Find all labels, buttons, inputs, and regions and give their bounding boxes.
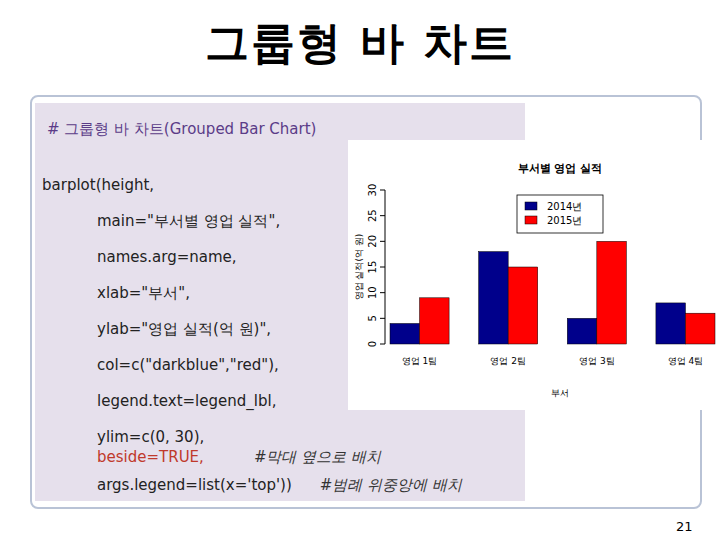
y-tick xyxy=(380,318,385,319)
code-text: col=c("darkblue","red"), xyxy=(97,356,279,374)
code-line: ylim=c(0, 30), xyxy=(97,428,204,446)
y-tick-label: 5 xyxy=(367,315,378,321)
y-tick-label: 30 xyxy=(367,184,378,197)
legend: 2014년 2015년 xyxy=(517,195,603,233)
code-line: main="부서별 영업 실적", xyxy=(97,212,280,231)
bar xyxy=(567,318,597,344)
code-text: legend.text=legend_lbl, xyxy=(97,392,276,410)
code-comment: #범례 위중앙에 배치 xyxy=(320,476,462,494)
bar xyxy=(685,313,715,344)
chart-bg xyxy=(348,140,720,410)
code-text: ylim=c(0, 30), xyxy=(97,428,204,446)
bar xyxy=(508,267,538,344)
y-tick xyxy=(380,215,385,216)
code-text: main="부서별 영업 실적", xyxy=(97,212,280,230)
code-line: col=c("darkblue","red"), xyxy=(97,356,279,374)
code-text: barplot(height, xyxy=(42,176,154,194)
code-line: legend.text=legend_lbl, xyxy=(97,392,276,410)
code-line: # 그룹형 바 차트(Grouped Bar Chart) xyxy=(47,120,316,139)
bar xyxy=(479,252,509,344)
code-text: names.arg=name, xyxy=(97,248,237,266)
y-tick-label: 0 xyxy=(367,341,378,347)
y-tick xyxy=(380,190,385,191)
legend-label: 2014년 xyxy=(547,201,582,212)
y-tick-label: 15 xyxy=(367,261,378,274)
y-tick xyxy=(380,344,385,345)
x-axis-label: 부서 xyxy=(551,388,569,398)
code-line: names.arg=name, xyxy=(97,248,237,266)
y-axis-label: 영업 실적(억 원) xyxy=(354,234,364,301)
category-label: 영업 1팀 xyxy=(402,356,438,366)
y-tick xyxy=(380,241,385,242)
legend-swatch xyxy=(525,216,537,224)
bar xyxy=(390,323,420,344)
code-text: beside=TRUE, xyxy=(97,448,204,466)
bar xyxy=(656,303,686,344)
bar xyxy=(597,241,627,344)
category-label: 영업 2팀 xyxy=(490,356,526,366)
code-text: ylab="영업 실적(억 원)", xyxy=(97,320,271,338)
category-label: 영업 3팀 xyxy=(579,356,615,366)
page-number: 21 xyxy=(676,519,693,534)
code-line: args.legend=list(x='top')) #범례 위중앙에 배치 xyxy=(97,476,462,495)
legend-label: 2015년 xyxy=(547,215,582,226)
code-line: barplot(height, xyxy=(42,176,154,194)
code-line: ylab="영업 실적(억 원)", xyxy=(97,320,271,339)
legend-box xyxy=(517,195,603,233)
y-tick-label: 20 xyxy=(367,235,378,248)
slide-title: 그룹형 바 차트 xyxy=(0,14,720,73)
legend-swatch xyxy=(525,202,537,210)
y-tick xyxy=(380,292,385,293)
code-text: xlab="부서", xyxy=(97,284,190,302)
category-label: 영업 4팀 xyxy=(668,356,704,366)
code-text: args.legend=list(x='top')) xyxy=(97,476,292,494)
code-text: # 그룹형 바 차트(Grouped Bar Chart) xyxy=(47,120,316,138)
code-line: xlab="부서", xyxy=(97,284,190,303)
y-tick-label: 25 xyxy=(367,209,378,222)
code-line: beside=TRUE, #막대 옆으로 배치 xyxy=(97,448,381,467)
chart: 부서별 영업 실적 0 5 10 15 20 25 30 영업 실적(억 원) 영업 1팀 영업 2… xyxy=(348,140,720,410)
y-tick-label: 10 xyxy=(367,286,378,299)
bar xyxy=(420,298,450,344)
y-tick xyxy=(380,267,385,268)
chart-title: 부서별 영업 실적 xyxy=(518,162,603,175)
code-comment: #막대 옆으로 배치 xyxy=(254,448,381,466)
